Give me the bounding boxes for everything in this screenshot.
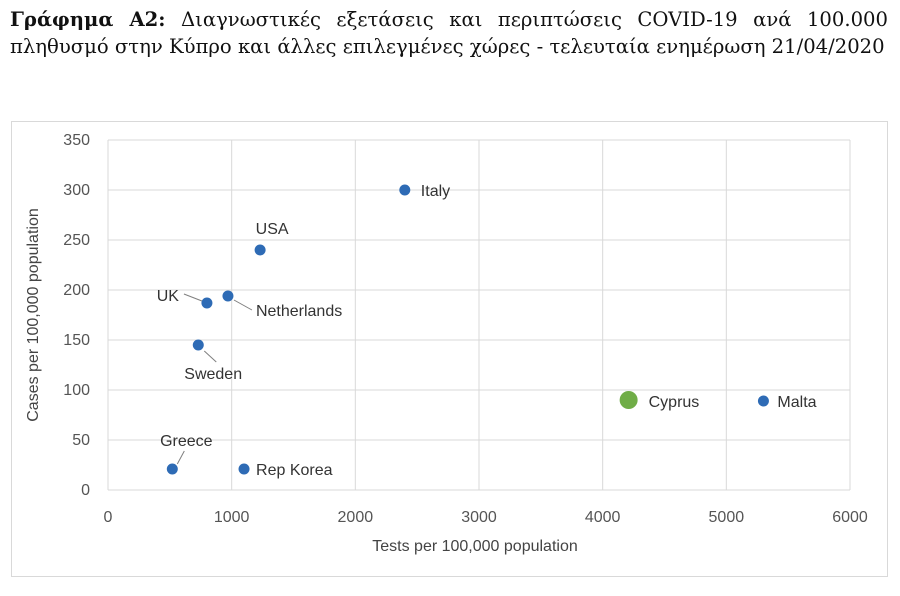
data-point-sweden xyxy=(192,339,204,351)
data-points xyxy=(166,184,769,475)
data-point-netherlands xyxy=(222,290,234,302)
y-axis-title: Cases per 100,000 population xyxy=(25,208,42,422)
y-tick-label: 350 xyxy=(63,132,90,149)
point-label-sweden: Sweden xyxy=(184,366,242,383)
x-tick-label: 1000 xyxy=(214,509,250,526)
figure-caption: Γράφημα Α2: Διαγνωστικές εξετάσεις και π… xyxy=(10,6,888,60)
data-point-greece xyxy=(166,463,178,475)
figure-caption-prefix: Γράφημα Α2: xyxy=(10,8,166,31)
data-point-italy xyxy=(399,184,411,196)
data-point-uk xyxy=(201,297,213,309)
y-tick-label: 150 xyxy=(63,332,90,349)
leader-line xyxy=(203,350,217,363)
x-tick-label: 6000 xyxy=(832,509,868,526)
y-tick-label: 250 xyxy=(63,232,90,249)
figure-caption-text: Διαγνωστικές εξετάσεις και περιπτώσεις C… xyxy=(10,8,888,58)
y-tick-label: 100 xyxy=(63,382,90,399)
x-tick-label: 2000 xyxy=(338,509,374,526)
x-tick-label: 0 xyxy=(104,509,113,526)
y-tick-label: 300 xyxy=(63,182,90,199)
y-tick-label: 50 xyxy=(72,432,90,449)
point-label-italy: Italy xyxy=(421,183,450,200)
x-tick-label: 4000 xyxy=(585,509,621,526)
leader-line xyxy=(176,450,185,465)
leader-line xyxy=(183,293,203,302)
grid-lines xyxy=(107,139,851,491)
data-point-malta xyxy=(757,395,769,407)
point-label-cyprus: Cyprus xyxy=(649,394,700,411)
data-point-usa xyxy=(254,244,266,256)
data-point-cyprus xyxy=(619,391,638,409)
x-axis-title: Tests per 100,000 population xyxy=(372,538,577,555)
point-label-malta: Malta xyxy=(777,394,816,411)
x-tick-label: 5000 xyxy=(709,509,745,526)
point-label-netherlands: Netherlands xyxy=(256,303,342,320)
leader-line xyxy=(233,299,253,311)
axis-tick-labels: 0 50 100 150 200 250 300 350 0 1000 2000 3000 4000 50… xyxy=(63,132,868,526)
chart-area xyxy=(11,121,888,577)
point-label-usa: USA xyxy=(256,221,289,238)
point-label-greece: Greece xyxy=(160,433,213,450)
point-label-uk: UK xyxy=(157,288,180,305)
data-point-rep-korea xyxy=(238,463,250,475)
label-leader-lines xyxy=(176,293,253,465)
point-labels: Italy USA UK Netherlands Sweden Greece Rep Kor… xyxy=(157,183,817,479)
x-tick-label: 3000 xyxy=(461,509,497,526)
y-tick-label: 0 xyxy=(81,482,90,499)
y-tick-label: 200 xyxy=(63,282,90,299)
point-label-rep-korea: Rep Korea xyxy=(256,462,333,479)
